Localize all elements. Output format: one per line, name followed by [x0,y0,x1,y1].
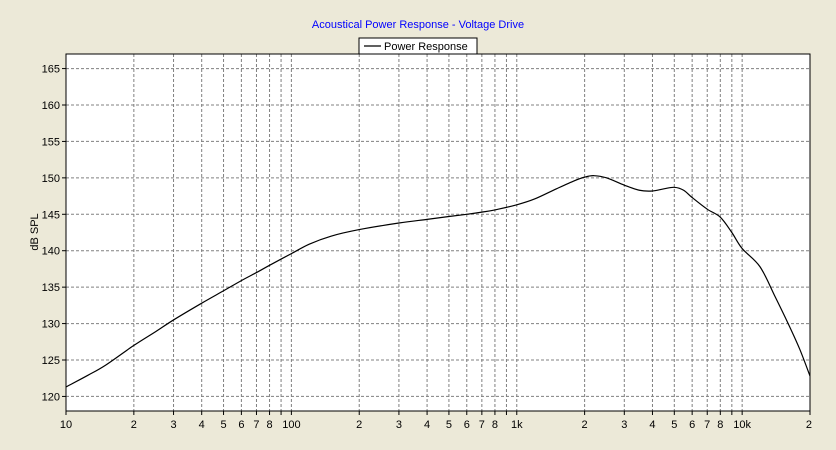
y-tick-label: 130 [42,319,60,331]
x-tick-label: 5 [446,419,452,431]
y-axis-label: dB SPL [29,213,41,250]
y-tick-label: 125 [42,355,60,367]
plot-area [66,54,810,411]
x-tick-label: 2 [806,419,812,431]
x-tick-label: 5 [220,419,226,431]
y-tick-label: 160 [42,100,60,112]
legend-label: Power Response [384,41,468,53]
x-tick-label: 4 [424,419,430,431]
grid-lines [66,54,810,411]
x-tick-label: 4 [649,419,655,431]
y-tick-label: 150 [42,173,60,185]
legend-box [358,37,478,55]
y-tick-label: 165 [42,64,60,76]
x-tick-label: 2 [356,419,362,431]
y-tick-label: 140 [42,246,60,258]
x-tick-label: 6 [464,419,470,431]
x-axis-ticks: 10 2 3 4 5 6 7 8 100 2 3 4 5 6 7 8 1k 2 3 4 5 6 7 8 10k 2 [60,411,812,431]
x-tick-label: 3 [170,419,176,431]
x-tick-label: 8 [492,419,498,431]
x-tick-label: 8 [266,419,272,431]
x-tick-label: 10 [60,419,72,431]
x-tick-label: 3 [621,419,627,431]
y-tick-label: 145 [42,209,60,221]
x-tick-label: 6 [689,419,695,431]
x-tick-label: 7 [253,419,259,431]
x-tick-label: 7 [704,419,710,431]
chart-title: Acoustical Power Response - Voltage Driv… [312,19,524,31]
x-tick-label: 100 [282,419,300,431]
x-tick-label: 6 [238,419,244,431]
x-tick-label: 10k [733,419,751,431]
x-tick-label: 2 [131,419,137,431]
x-tick-label: 1k [511,419,523,431]
x-tick-label: 5 [671,419,677,431]
y-tick-label: 135 [42,282,60,294]
x-tick-label: 7 [479,419,485,431]
y-axis-ticks: 120 125 130 135 140 145 150 155 160 165 [42,64,66,403]
x-tick-label: 2 [582,419,588,431]
series-line-power-response [65,175,811,388]
x-tick-label: 3 [396,419,402,431]
legend: Power Response [358,37,478,55]
x-tick-label: 4 [199,419,205,431]
y-tick-label: 120 [42,391,60,403]
y-tick-label: 155 [42,136,60,148]
x-tick-label: 8 [717,419,723,431]
